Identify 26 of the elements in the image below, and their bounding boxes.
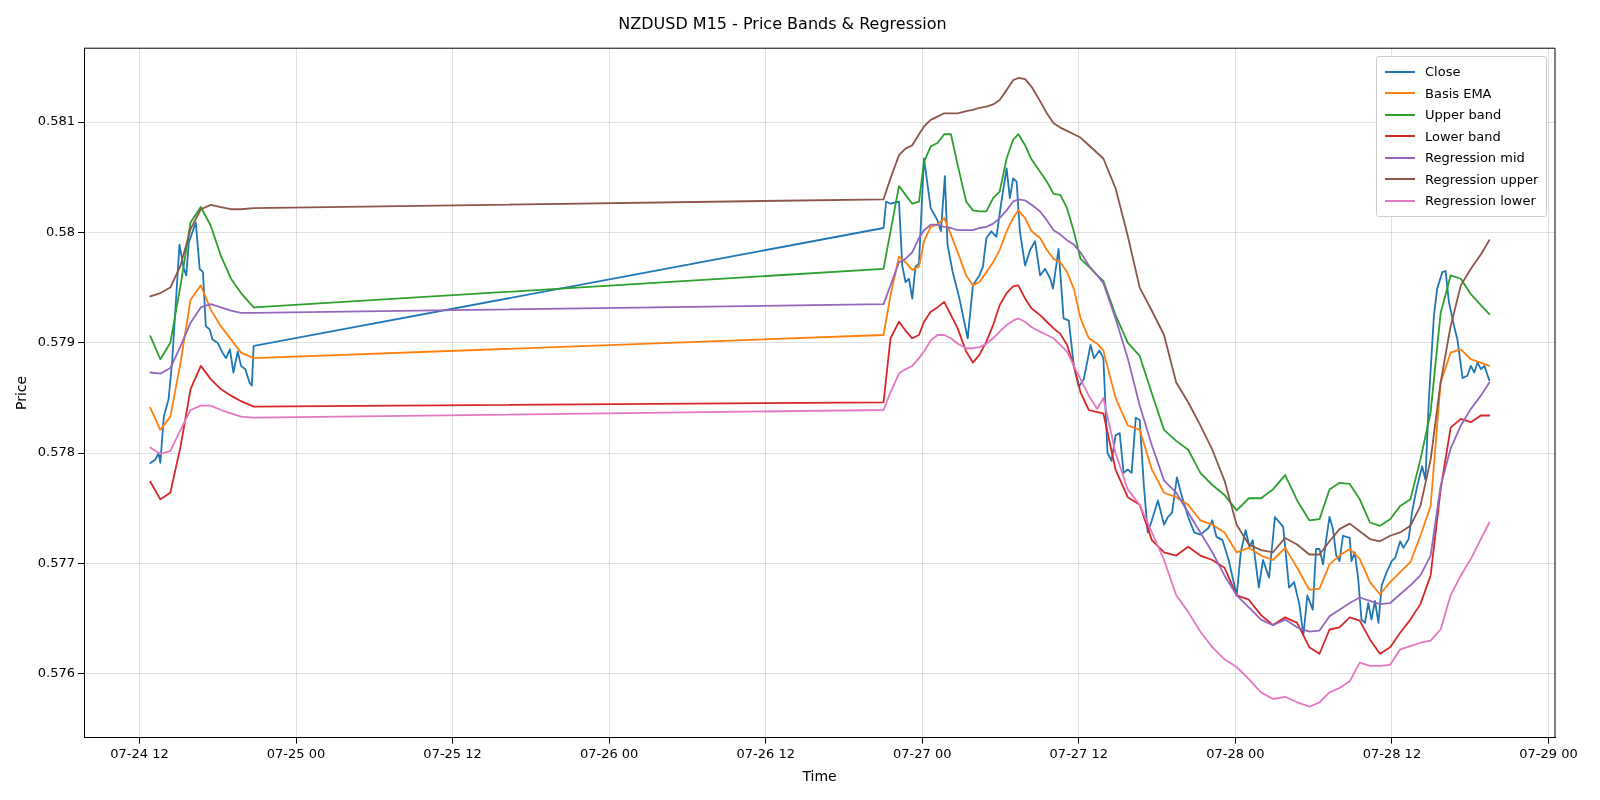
x-tick-label: 07-28 12 <box>1362 745 1422 761</box>
legend-label: Regression lower <box>1425 193 1536 209</box>
y-tick-label: 0.576 <box>37 665 76 680</box>
x-tick-label: 07-25 00 <box>266 745 326 761</box>
x-tick-label: 07-26 00 <box>579 745 639 761</box>
x-tick-label: 07-27 00 <box>893 745 952 761</box>
x-tick-label: 07-26 12 <box>736 745 795 761</box>
x-tick-label: 07-29 00 <box>1519 745 1578 761</box>
x-tick-label: 07-24 12 <box>110 745 169 761</box>
y-tick-label: 0.58 <box>46 223 76 239</box>
x-tick-label: 07-27 12 <box>1049 745 1109 761</box>
legend-label: Basis EMA <box>1425 85 1492 101</box>
x-tick-label: 07-25 12 <box>423 745 482 761</box>
legend-label: Regression mid <box>1425 150 1525 166</box>
chart-title: NZDUSD M15 - Price Bands & Regression <box>618 13 947 33</box>
legend-label: Regression upper <box>1425 171 1539 187</box>
legend-label: Upper band <box>1425 107 1502 123</box>
y-tick-label: 0.581 <box>37 113 76 129</box>
y-axis-title: Price <box>13 375 30 410</box>
legend-label: Lower band <box>1425 128 1501 144</box>
y-tick-label: 0.577 <box>37 554 76 570</box>
x-axis-title: Time <box>801 768 837 785</box>
x-tick-label: 07-28 00 <box>1206 745 1265 761</box>
y-tick-label: 0.579 <box>37 334 76 350</box>
y-tick-label: 0.578 <box>37 444 76 460</box>
legend-label: Close <box>1425 64 1461 80</box>
